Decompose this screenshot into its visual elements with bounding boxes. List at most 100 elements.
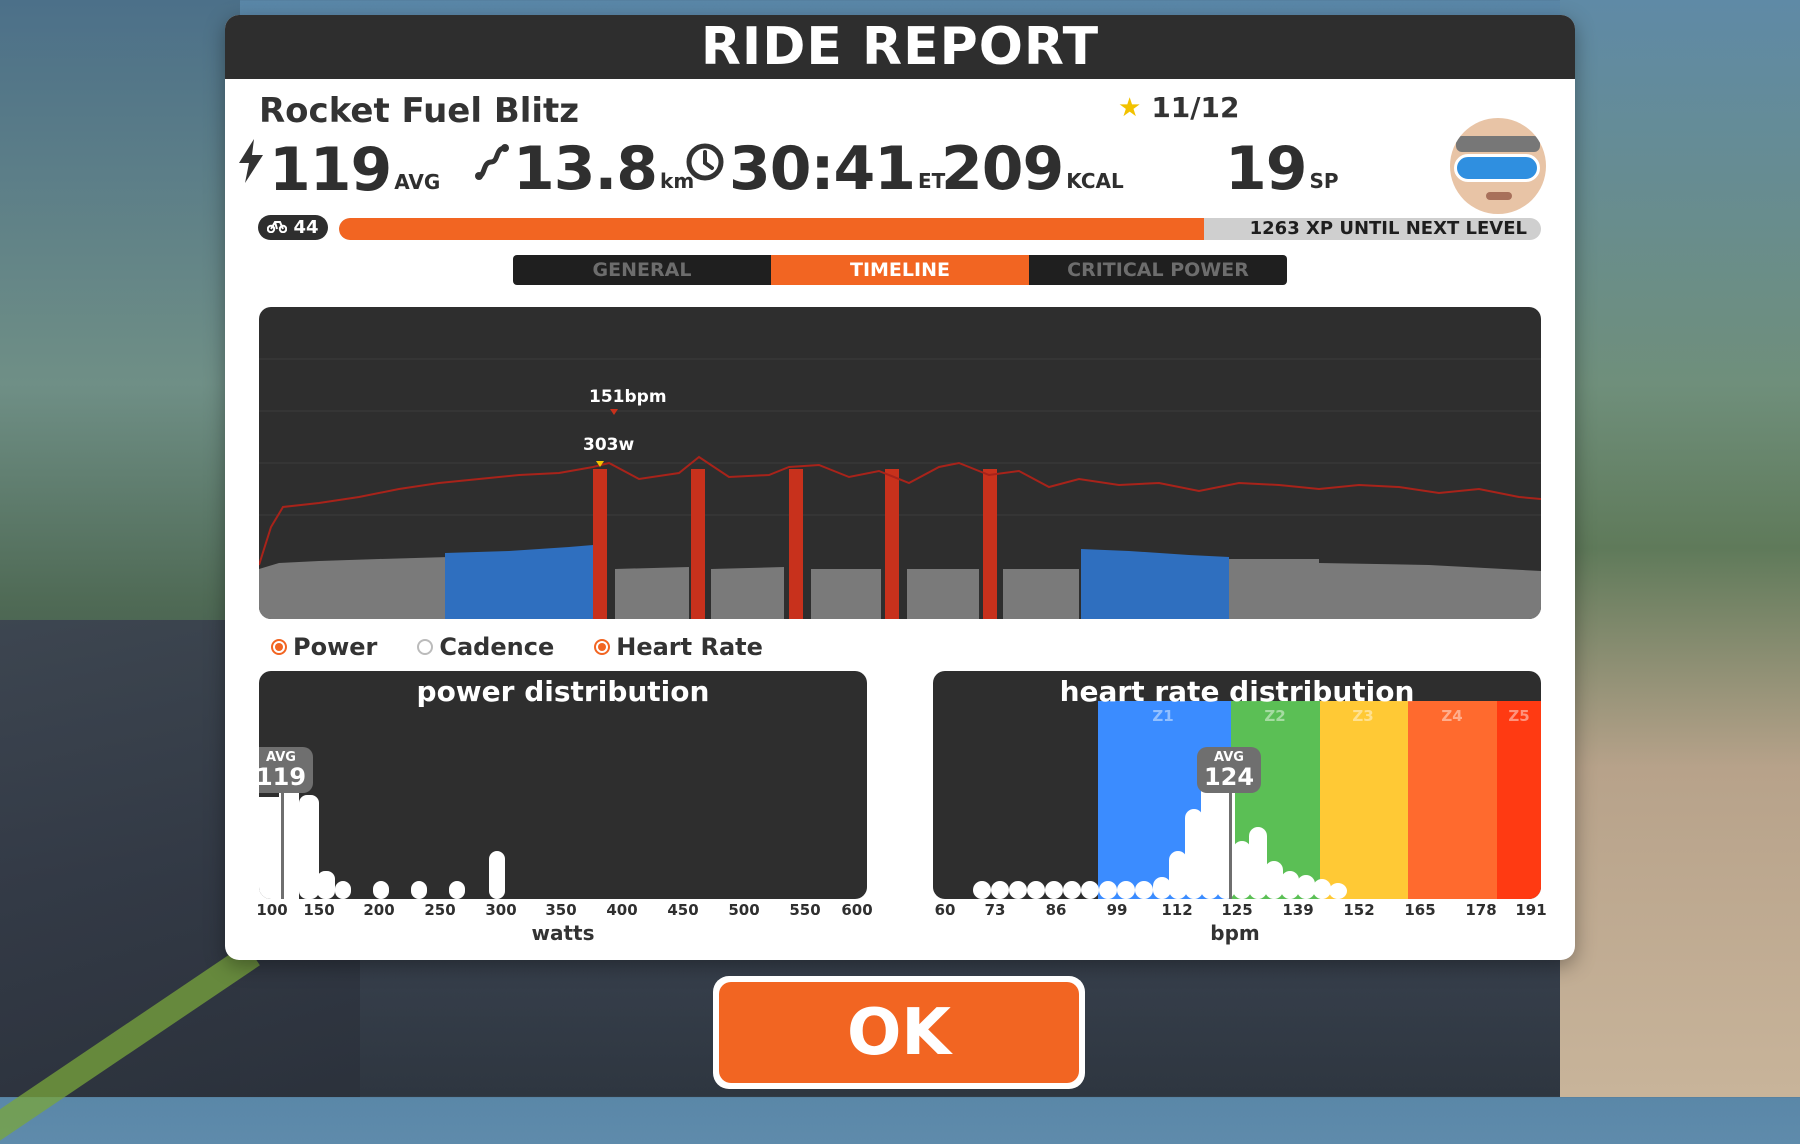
power-tick: 100 xyxy=(256,901,288,919)
power-tick: 400 xyxy=(606,901,638,919)
hr-tick: 178 xyxy=(1465,901,1497,919)
avatar-headband xyxy=(1456,136,1540,152)
avatar-sunglasses xyxy=(1454,154,1540,182)
ok-button-label[interactable]: OK xyxy=(719,982,1079,1083)
timeline-legend: Power Cadence Heart Rate xyxy=(271,633,763,661)
power-tick: 200 xyxy=(363,901,395,919)
hr-axis-title: bpm xyxy=(1210,921,1260,945)
hr-distribution-svg: Z1 Z2 Z3 Z4 Z5 xyxy=(973,701,1541,899)
hr-distribution-chart: heart rate distribution Z1 Z2 Z3 Z4 Z5 xyxy=(933,671,1541,899)
power-avg-pill: AVG 119 xyxy=(259,747,313,793)
clock-icon xyxy=(685,142,725,189)
power-tick: 550 xyxy=(789,901,821,919)
legend-cadence-label: Cadence xyxy=(439,633,555,661)
stat-avg-power: 119 AVG xyxy=(237,139,440,200)
xp-label: XP UNTIL NEXT LEVEL xyxy=(1306,218,1527,239)
power-avg-label: AVG xyxy=(266,750,296,765)
hr-tick: 86 xyxy=(1045,901,1067,919)
hr-tick: 112 xyxy=(1161,901,1193,919)
distance-value: 13.8 xyxy=(513,134,658,204)
legend-cadence-toggle[interactable] xyxy=(417,639,434,655)
legend-cadence[interactable]: Cadence xyxy=(417,633,554,661)
power-distribution-bars xyxy=(259,791,505,899)
calories-value: 209 xyxy=(941,134,1064,204)
hr-zone-labels: Z1 Z2 Z3 Z4 Z5 xyxy=(1152,707,1529,725)
legend-heart-rate-toggle[interactable] xyxy=(594,639,611,655)
power-tick: 250 xyxy=(424,901,456,919)
hr-peak-label: 151bpm xyxy=(589,387,667,407)
power-distribution-ticks: 100 150 200 250 300 350 400 450 500 550 … xyxy=(256,901,872,921)
stat-calories: 209 KCAL xyxy=(941,139,1124,199)
stars-count: 11/12 xyxy=(1151,91,1240,124)
timeline-gridlines xyxy=(259,358,1541,516)
hr-avg-pill: AVG 124 xyxy=(1197,747,1261,793)
power-tick: 350 xyxy=(545,901,577,919)
elapsed-time-unit: ET xyxy=(918,169,946,193)
power-tick: 300 xyxy=(485,901,517,919)
hr-tick: 60 xyxy=(934,901,956,919)
legend-power-label: Power xyxy=(293,633,378,661)
hr-avg-label: AVG xyxy=(1214,750,1244,765)
power-avg-value: 119 xyxy=(259,763,307,791)
power-area-gray xyxy=(259,557,1541,619)
hr-tick: 152 xyxy=(1343,901,1375,919)
power-distribution-chart: power distribution AVG 119 xyxy=(259,671,867,899)
report-tabs: GENERAL TIMELINE CRITICAL POWER xyxy=(513,255,1287,285)
hr-tick: 139 xyxy=(1282,901,1314,919)
power-distribution-title: power distribution xyxy=(416,675,710,708)
power-area-blue xyxy=(445,545,1229,619)
rider-avatar[interactable] xyxy=(1450,118,1546,214)
workout-name: Rocket Fuel Blitz xyxy=(259,91,580,131)
hr-distribution-ticks: 60 73 86 99 112 125 139 152 165 178 191 xyxy=(933,901,1547,921)
stat-elapsed-time: 30:41 ET xyxy=(685,139,945,199)
power-tick: 150 xyxy=(303,901,335,919)
xp-remaining: 1263 xyxy=(1249,218,1300,239)
xp-text: 1263 XP UNTIL NEXT LEVEL xyxy=(1250,218,1527,240)
legend-heart-rate-label: Heart Rate xyxy=(616,633,763,661)
tab-critical-power[interactable]: CRITICAL POWER xyxy=(1029,255,1287,285)
background-scenery-right xyxy=(1560,0,1800,1097)
legend-heart-rate[interactable]: Heart Rate xyxy=(594,633,763,661)
power-intervals xyxy=(593,469,997,619)
hr-distribution-title: heart rate distribution xyxy=(1059,675,1415,708)
heart-rate-line xyxy=(259,455,1541,566)
power-distribution-svg xyxy=(259,791,505,899)
avatar-mouth xyxy=(1486,192,1512,200)
power-axis-title: watts xyxy=(531,921,595,945)
power-peak-label: 303w xyxy=(583,435,635,455)
stars-rating: ★ 11/12 xyxy=(1118,91,1239,124)
ok-button[interactable]: OK xyxy=(713,976,1085,1089)
bike-icon xyxy=(267,218,288,237)
level-value: 44 xyxy=(293,217,319,238)
hr-tick: 73 xyxy=(984,901,1006,919)
timeline-chart: 151bpm 303w xyxy=(259,307,1541,619)
tab-general[interactable]: GENERAL xyxy=(513,255,771,285)
distance-unit: km xyxy=(660,169,695,193)
hr-avg-value: 124 xyxy=(1203,763,1255,791)
hr-tick: 165 xyxy=(1404,901,1436,919)
route-icon xyxy=(475,142,509,189)
power-avg-line xyxy=(281,781,284,899)
hr-zone-label: Z5 xyxy=(1508,707,1529,725)
avg-power-unit: AVG xyxy=(394,170,441,194)
hr-zone-label: Z3 xyxy=(1352,707,1373,725)
power-tick: 600 xyxy=(841,901,873,919)
sport-points-unit: SP xyxy=(1309,169,1339,193)
calories-unit: KCAL xyxy=(1066,169,1124,193)
ride-report-panel: RIDE REPORT Rocket Fuel Blitz ★ 11/12 11… xyxy=(225,15,1575,960)
legend-power[interactable]: Power xyxy=(271,633,377,661)
hr-zones xyxy=(1098,701,1541,899)
hr-zone-label: Z1 xyxy=(1152,707,1173,725)
avg-power-value: 119 xyxy=(269,135,392,205)
xp-progress-bar: 1263 XP UNTIL NEXT LEVEL xyxy=(339,218,1541,240)
legend-power-toggle[interactable] xyxy=(271,639,287,655)
elapsed-time-value: 30:41 xyxy=(729,134,916,204)
xp-progress-fill xyxy=(339,218,1205,240)
panel-title: RIDE REPORT xyxy=(700,17,1100,77)
power-tick: 450 xyxy=(667,901,699,919)
hr-zone-label: Z2 xyxy=(1264,707,1285,725)
tab-timeline[interactable]: TIMELINE xyxy=(771,255,1029,285)
power-tick: 500 xyxy=(728,901,760,919)
panel-header: RIDE REPORT xyxy=(225,15,1575,79)
timeline-svg xyxy=(259,358,1541,619)
